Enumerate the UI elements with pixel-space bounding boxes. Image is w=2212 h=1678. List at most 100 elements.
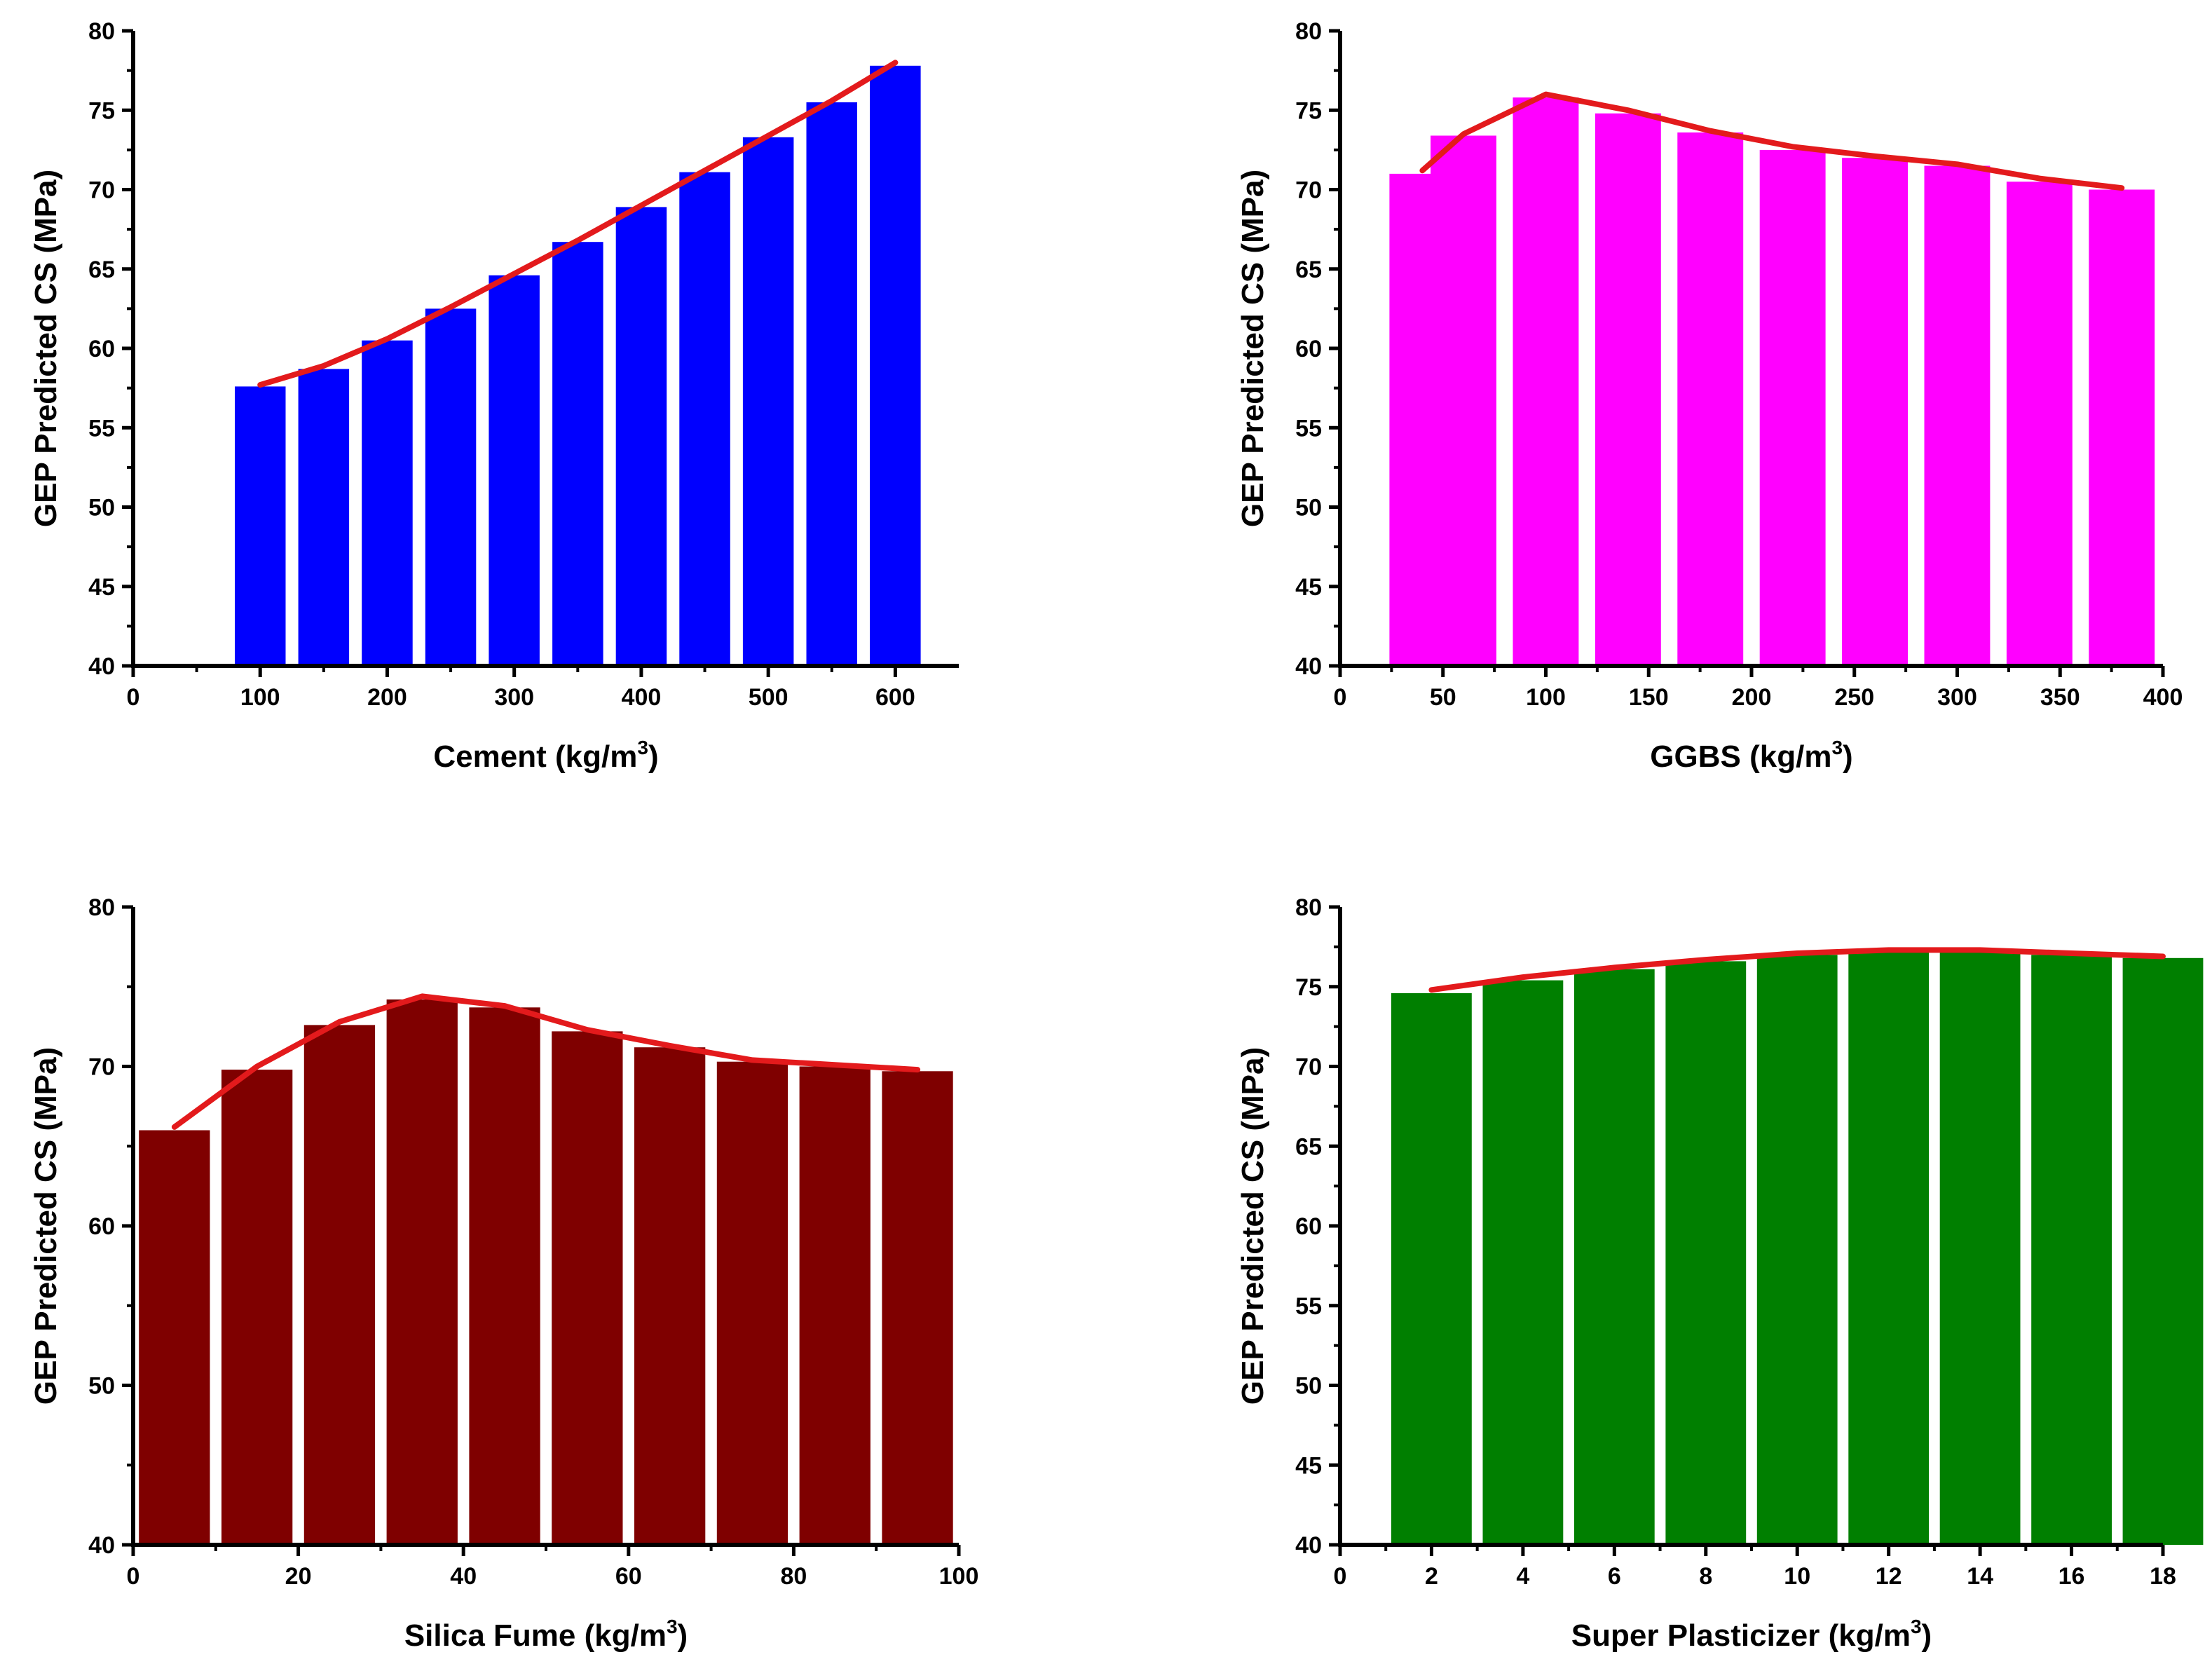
y-tick-label: 50 xyxy=(88,495,115,521)
x-tick-label: 0 xyxy=(127,684,140,711)
ggbs-bar xyxy=(1431,135,1496,666)
silica-fume-bar xyxy=(716,1061,788,1545)
silica-fume-bar xyxy=(799,1066,871,1545)
ggbs-bar xyxy=(1842,158,1908,666)
cement-bar xyxy=(552,242,603,666)
super-plasticizer-chart-panel: 0 2 4 6 8 10 12 14 16 18 40 45 50 55 60 65 70 75 80 GEP Pre… xyxy=(1236,894,2204,1653)
y-axis-title: GEP Predicted CS (MPa) xyxy=(29,170,63,527)
x-axis-title-close: ) xyxy=(648,739,659,774)
x-tick-label: 350 xyxy=(2040,684,2080,711)
cement-bar xyxy=(742,137,794,667)
super-plasticizer-bar xyxy=(1573,969,1655,1545)
x-tick-label: 6 xyxy=(1608,1563,1621,1590)
x-axis-title-superscript: 3 xyxy=(667,1616,678,1637)
x-axis-title: Super Plasticizer (kg/m3) xyxy=(1571,1616,1932,1653)
x-tick-label: 0 xyxy=(1334,684,1347,711)
cement-bar xyxy=(235,386,286,666)
silica-fume-trend-line xyxy=(171,993,921,1130)
ggbs-bar xyxy=(1677,132,1744,666)
cement-bar xyxy=(489,275,540,666)
silica-fume-bar xyxy=(552,1031,623,1545)
y-tick-label: 40 xyxy=(1295,1532,1322,1559)
x-axis-title-main: Super Plasticizer (kg/m xyxy=(1571,1618,1911,1653)
x-tick-label: 600 xyxy=(875,684,915,711)
y-tick-label: 45 xyxy=(1295,1452,1322,1479)
x-tick-label: 200 xyxy=(1732,684,1772,711)
x-tick-label: 300 xyxy=(494,684,534,711)
y-tick-label: 55 xyxy=(88,415,115,442)
x-axis-title-superscript: 3 xyxy=(1831,737,1843,758)
ggbs-trend-line xyxy=(1419,91,2125,191)
y-tick-label: 45 xyxy=(88,574,115,601)
x-tick-label: 500 xyxy=(749,684,788,711)
cement-chart-panel: 0 100 200 300 400 500 600 40 45 50 55 60 65 70 75 80 GEP… xyxy=(29,18,959,774)
cement-bar xyxy=(425,308,477,666)
y-tick-label: 70 xyxy=(1295,177,1322,204)
x-tick-label: 400 xyxy=(622,684,662,711)
y-tick-label: 80 xyxy=(1295,18,1322,45)
x-axis-title-close: ) xyxy=(1843,739,1853,774)
x-axis-title-superscript: 3 xyxy=(1911,1616,1922,1637)
super-plasticizer-bar xyxy=(1391,993,1472,1545)
super-plasticizer-trend-line xyxy=(1428,947,2166,993)
super-plasticizer-bar xyxy=(1848,951,1930,1545)
x-tick-label: 150 xyxy=(1629,684,1669,711)
y-tick-label: 65 xyxy=(1295,257,1322,283)
silica-fume-bar xyxy=(221,1070,293,1545)
cement-bar xyxy=(615,207,667,666)
y-axis-title: GEP Predicted CS (MPa) xyxy=(29,1047,63,1405)
ggbs-bar xyxy=(2089,189,2155,666)
y-tick-label: 40 xyxy=(88,1532,115,1559)
cement-trend-line xyxy=(257,60,899,388)
x-tick-label: 50 xyxy=(1430,684,1456,711)
y-tick-label: 60 xyxy=(1295,336,1322,362)
y-tick-label: 70 xyxy=(1295,1054,1322,1081)
cement-bar xyxy=(298,369,350,666)
x-tick-label: 0 xyxy=(1334,1563,1347,1590)
x-axis-title-close: ) xyxy=(1922,1618,1932,1653)
cement-bar xyxy=(870,65,921,667)
silica-fume-bar xyxy=(386,999,458,1545)
ggbs-bar xyxy=(1513,97,1579,667)
y-tick-label: 65 xyxy=(88,257,115,283)
silica-fume-bar xyxy=(634,1047,706,1545)
x-tick-label: 8 xyxy=(1699,1563,1712,1590)
x-tick-label: 2 xyxy=(1425,1563,1438,1590)
y-tick-label: 60 xyxy=(88,1213,115,1240)
x-tick-label: 4 xyxy=(1516,1563,1529,1590)
ggbs-chart-panel: 0 50 100 150 200 250 300 350 400 40 45 50 55 60 65 70 75… xyxy=(1236,18,2183,774)
silica-fume-bar xyxy=(303,1025,376,1545)
ggbs-bar xyxy=(1759,149,1826,666)
x-tick-label: 20 xyxy=(285,1563,312,1590)
y-tick-label: 80 xyxy=(88,894,115,921)
y-axis-title: GEP Predicted CS (MPa) xyxy=(1236,170,1270,527)
x-axis-title-main: Cement (kg/m xyxy=(433,739,637,774)
x-tick-label: 12 xyxy=(1876,1563,1902,1590)
silica-fume-bar xyxy=(139,1130,210,1545)
x-tick-label: 60 xyxy=(615,1563,642,1590)
silica-fume-chart-panel: 0 20 40 60 80 100 40 50 60 70 80 GEP Predicted CS (… xyxy=(29,894,978,1653)
x-tick-label: 18 xyxy=(2150,1563,2176,1590)
cement-bar xyxy=(679,172,730,667)
y-tick-label: 50 xyxy=(88,1373,115,1400)
x-axis-title: Cement (kg/m3) xyxy=(433,737,658,774)
x-axis-title-main: GGBS (kg/m xyxy=(1650,739,1831,774)
x-tick-label: 14 xyxy=(1967,1563,1993,1590)
y-tick-label: 60 xyxy=(88,336,115,362)
super-plasticizer-bar xyxy=(1482,980,1564,1545)
cement-bar xyxy=(362,340,413,666)
y-tick-label: 50 xyxy=(1295,1373,1322,1400)
x-tick-label: 16 xyxy=(2059,1563,2085,1590)
y-tick-label: 65 xyxy=(1295,1133,1322,1160)
ggbs-bar xyxy=(1924,165,1991,666)
y-tick-label: 70 xyxy=(88,1054,115,1081)
y-tick-label: 75 xyxy=(1295,974,1322,1001)
x-axis-title-main: Silica Fume (kg/m xyxy=(404,1618,667,1653)
x-axis-title: GGBS (kg/m3) xyxy=(1650,737,1852,774)
x-axis-title-close: ) xyxy=(678,1618,688,1653)
x-tick-label: 400 xyxy=(2143,684,2183,711)
silica-fume-bar xyxy=(882,1071,953,1545)
y-tick-label: 50 xyxy=(1295,495,1322,521)
y-tick-label: 80 xyxy=(1295,894,1322,921)
